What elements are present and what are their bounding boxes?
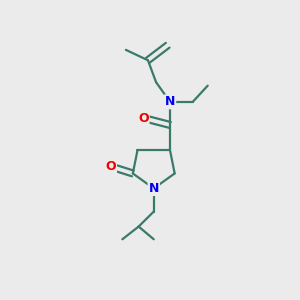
Text: N: N (165, 95, 175, 108)
Text: O: O (105, 160, 116, 173)
Text: N: N (148, 182, 159, 195)
Text: O: O (138, 112, 148, 124)
